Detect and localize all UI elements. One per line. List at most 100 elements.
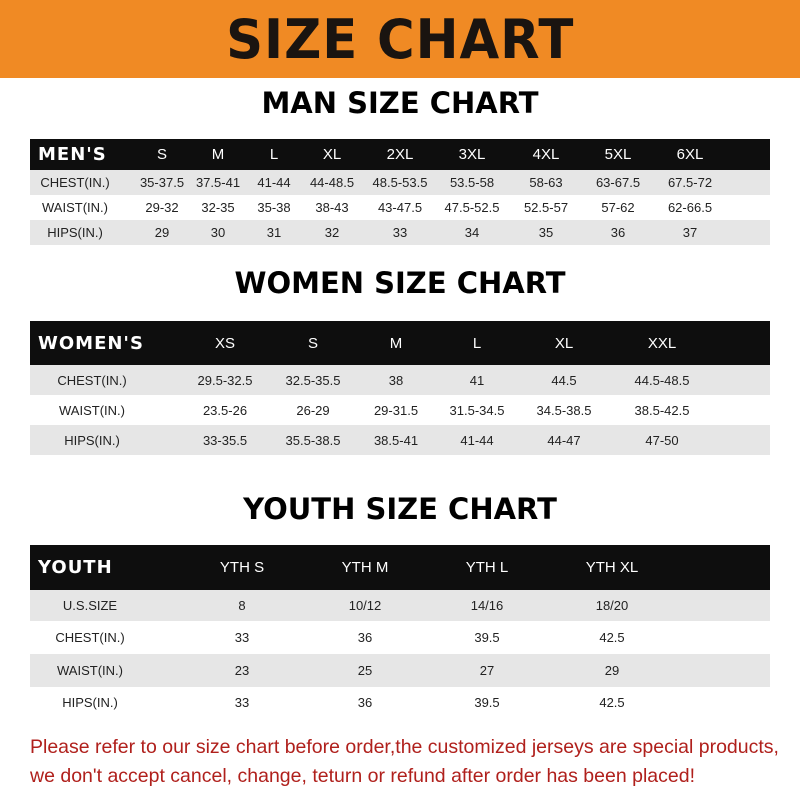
size-value: 35.5-38.5: [285, 432, 341, 448]
table-title-cell: YOUTH: [38, 557, 113, 578]
row-label: CHEST(IN.): [55, 630, 125, 645]
size-header: XS: [214, 334, 236, 352]
size-value: 67.5-72: [667, 175, 713, 190]
size-header: YTH XL: [585, 559, 639, 576]
banner-title: SIZE CHART: [225, 7, 575, 71]
size-header: M: [211, 146, 225, 163]
size-header: S: [156, 146, 168, 163]
table-row: CHEST(IN.) 33 36 39.5 42.5: [30, 621, 770, 654]
size-value: 36: [357, 630, 373, 645]
row-label: WAIST(IN.): [42, 200, 108, 215]
row-label: U.S.SIZE: [62, 598, 118, 613]
row-label: HIPS(IN.): [47, 225, 103, 240]
size-value: 34.5-38.5: [536, 402, 592, 418]
size-value: 36: [610, 225, 626, 240]
row-label: WAIST(IN.): [59, 402, 125, 418]
size-header: M: [389, 334, 403, 352]
size-header: YTH M: [341, 559, 389, 576]
size-value: 63-67.5: [595, 175, 641, 190]
size-value: 39.5: [474, 630, 500, 645]
table-row: WAIST(IN.) 29-32 32-35 35-38 38-43 43-47.5 47.…: [30, 195, 770, 220]
youth-size-table: YOUTH YTH S YTH M YTH L YTH XL U.S.SIZE 8 10/12…: [30, 545, 770, 718]
size-header: 4XL: [532, 146, 560, 163]
table-title-cell: MEN'S: [38, 144, 107, 165]
size-value: 35-37.5: [139, 175, 185, 190]
size-value: 33: [234, 630, 250, 645]
size-value: 35: [538, 225, 554, 240]
footer-line-1: Please refer to our size chart before or…: [30, 736, 779, 758]
size-header: XL: [554, 334, 574, 352]
size-value: 47-50: [645, 432, 679, 448]
size-header: 3XL: [458, 146, 486, 163]
table-row: WAIST(IN.) 23.5-26 26-29 29-31.5 31.5-34.5 34…: [30, 395, 770, 425]
size-value: 23.5-26: [202, 402, 248, 418]
size-value: 36: [357, 695, 373, 710]
men-header-row: MEN'S S M L XL 2XL 3XL 4XL 5XL 6XL: [30, 139, 770, 170]
size-value: 32: [324, 225, 340, 240]
size-value: 26-29: [296, 402, 330, 418]
size-value: 57-62: [601, 200, 635, 215]
size-value: 58-63: [529, 175, 563, 190]
size-value: 33-35.5: [202, 432, 248, 448]
women-title: WOMEN SIZE CHART: [234, 266, 566, 300]
size-header: YTH L: [465, 559, 509, 576]
size-value: 52.5-57: [523, 200, 569, 215]
row-label: WAIST(IN.): [57, 663, 123, 678]
size-value: 38.5-42.5: [634, 402, 690, 418]
row-label: HIPS(IN.): [62, 695, 118, 710]
size-value: 27: [479, 663, 495, 678]
size-value: 62-66.5: [667, 200, 713, 215]
size-value: 41-44: [257, 175, 291, 190]
table-row: CHEST(IN.) 35-37.5 37.5-41 41-44 44-48.5 48.5…: [30, 170, 770, 195]
size-value: 42.5: [599, 695, 625, 710]
size-value: 33: [234, 695, 250, 710]
table-row: U.S.SIZE 8 10/12 14/16 18/20: [30, 590, 770, 621]
table-title-cell: WOMEN'S: [38, 332, 144, 354]
table-row: HIPS(IN.) 33 36 39.5 42.5: [30, 687, 770, 718]
size-header: 6XL: [676, 146, 704, 163]
size-value: 38.5-41: [373, 432, 419, 448]
size-value: 37: [682, 225, 698, 240]
size-header: L: [472, 334, 482, 352]
size-header: 5XL: [604, 146, 632, 163]
size-header: XL: [322, 146, 342, 163]
size-value: 41-44: [460, 432, 494, 448]
size-value: 32.5-35.5: [285, 372, 341, 388]
size-value: 37.5-41: [195, 175, 241, 190]
size-value: 8: [238, 598, 246, 613]
banner: SIZE CHART: [0, 0, 800, 78]
size-value: 18/20: [595, 598, 629, 613]
size-value: 35-38: [257, 200, 291, 215]
men-title: MAN SIZE CHART: [261, 86, 539, 120]
table-row: CHEST(IN.) 29.5-32.5 32.5-35.5 38 41 44.5 44.5…: [30, 365, 770, 395]
size-header: YTH S: [219, 559, 265, 576]
size-value: 41: [469, 372, 485, 388]
size-value: 39.5: [474, 695, 500, 710]
table-row: WAIST(IN.) 23 25 27 29: [30, 654, 770, 687]
youth-header-row: YOUTH YTH S YTH M YTH L YTH XL: [30, 545, 770, 590]
size-value: 23: [234, 663, 250, 678]
youth-title: YOUTH SIZE CHART: [243, 492, 557, 526]
men-size-table: MEN'S S M L XL 2XL 3XL 4XL 5XL 6XL CHEST(IN.) 35-37…: [30, 139, 770, 245]
row-label: HIPS(IN.): [64, 432, 120, 448]
size-value: 29: [154, 225, 170, 240]
size-value: 14/16: [470, 598, 504, 613]
size-value: 53.5-58: [449, 175, 495, 190]
size-value: 29-31.5: [373, 402, 419, 418]
size-value: 33: [392, 225, 408, 240]
women-header-row: WOMEN'S XS S M L XL XXL: [30, 321, 770, 365]
size-value: 44-48.5: [309, 175, 355, 190]
footer-line-2: we don't accept cancel, change, teturn o…: [30, 765, 695, 787]
row-label: CHEST(IN.): [57, 372, 127, 388]
size-value: 43-47.5: [377, 200, 423, 215]
size-header: 2XL: [386, 146, 414, 163]
size-header: L: [269, 146, 279, 163]
size-value: 48.5-53.5: [372, 175, 428, 190]
size-header: S: [307, 334, 319, 352]
women-size-table: WOMEN'S XS S M L XL XXL CHEST(IN.) 29.5-32.5 32.5…: [30, 321, 770, 455]
footer-notice: Please refer to our size chart before or…: [30, 733, 790, 791]
row-label: CHEST(IN.): [40, 175, 110, 190]
size-value: 29: [604, 663, 620, 678]
size-value: 31.5-34.5: [449, 402, 505, 418]
